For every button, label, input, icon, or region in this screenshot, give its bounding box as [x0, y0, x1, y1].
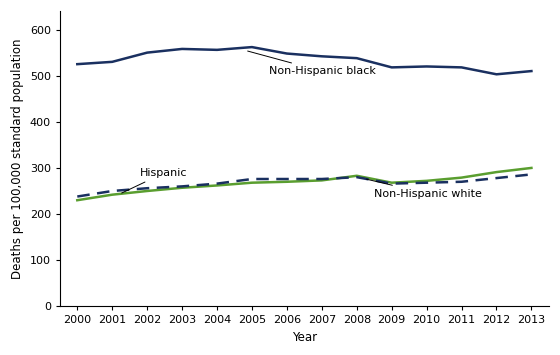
X-axis label: Year: Year — [292, 331, 317, 344]
Text: Non-Hispanic white: Non-Hispanic white — [366, 179, 482, 199]
Y-axis label: Deaths per 100,000 standard population: Deaths per 100,000 standard population — [11, 38, 24, 279]
Text: Non-Hispanic black: Non-Hispanic black — [248, 51, 376, 76]
Text: Hispanic: Hispanic — [122, 168, 188, 193]
